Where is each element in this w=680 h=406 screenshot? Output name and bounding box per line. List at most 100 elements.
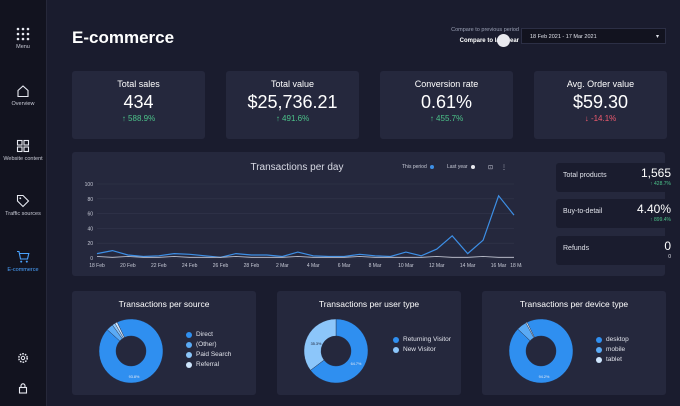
layout-icon [16, 139, 30, 153]
legend-swatch [596, 357, 602, 363]
legend-item[interactable]: New Visitor [393, 346, 453, 353]
compare-last-year-option[interactable]: Compare to last year [459, 38, 519, 44]
sidebar-item-overview[interactable]: Overview [0, 84, 46, 107]
compare-toggle[interactable] [497, 34, 510, 47]
y-tick-label: 0 [90, 256, 93, 262]
device-type-donut-chart: 94.2% [508, 318, 574, 384]
legend-swatch [393, 337, 399, 343]
legend-item[interactable]: Paid Search [186, 351, 231, 358]
donut-legend: Direct (Other) Paid Search Referral [186, 331, 231, 371]
legend-this-period[interactable]: This period [402, 164, 434, 170]
x-tick-label: 28 Feb [244, 263, 260, 269]
legend-label: (Other) [196, 341, 217, 348]
chart-type-icon[interactable]: ⊡ [488, 165, 494, 171]
metric-value: 0 [664, 239, 671, 253]
sidebar-item-label: Overview [11, 101, 35, 107]
legend-label: New Visitor [403, 346, 436, 353]
donut-legend: desktop mobile tablet [596, 336, 629, 366]
donut-slice [114, 321, 125, 339]
more-options-icon[interactable]: ⋮ [501, 165, 507, 171]
kpi-label: Total value [270, 79, 315, 89]
sidebar-item-label: Website content [3, 156, 43, 162]
legend-item[interactable]: tablet [596, 356, 629, 363]
x-tick-label: 20 Feb [120, 263, 136, 269]
compare-previous-option[interactable]: Compare to previous period [451, 27, 519, 33]
chart-title: Transactions per day [250, 162, 344, 173]
x-tick-label: 10 Mar [398, 263, 414, 269]
donut-card-device-type: Transactions per device type 94.2% deskt… [482, 291, 666, 395]
slice-label: 94.2% [539, 375, 550, 379]
sidebar: Menu Overview Website content Traffic so… [0, 0, 47, 406]
legend-last-year[interactable]: Last year [447, 164, 475, 170]
y-tick-label: 100 [85, 182, 94, 188]
date-range-select[interactable]: 18 Feb 2021 - 17 Mar 2021 ▾ [521, 28, 666, 44]
sidebar-item-label: Traffic sources [5, 211, 41, 217]
legend-swatch [186, 362, 192, 368]
kpi-label: Total sales [117, 79, 160, 89]
metric-label: Buy-to-detail [563, 208, 603, 215]
sidebar-item-traffic-sources[interactable]: Traffic sources [0, 194, 46, 217]
donut-slice [508, 318, 574, 384]
metric-change: ↑ 428.7% [650, 181, 671, 187]
slice-label: 64.7% [351, 362, 362, 366]
transactions-line-chart: 0 20 40 60 80 100 18 Feb 20 Feb 22 Feb 24 Feb 26 F… [85, 182, 522, 269]
settings-button[interactable] [0, 352, 46, 367]
sidebar-item-menu[interactable]: Menu [0, 27, 46, 50]
sidebar-item-label: Menu [16, 44, 30, 50]
kpi-card-total-sales: Total sales 434 ↑ 588.9% [72, 71, 205, 139]
metric-label: Refunds [563, 245, 590, 252]
legend-swatch [596, 337, 602, 343]
arrow-up-icon: ↑ [121, 114, 129, 123]
x-tick-label: 6 Mar [338, 263, 351, 269]
donut-card-source: Transactions per source 93.8% Direct (Ot… [72, 291, 256, 395]
legend-swatch [186, 332, 192, 338]
legend-swatch [186, 342, 192, 348]
compare-options: Compare to previous period Compare to la… [419, 27, 519, 44]
kpi-change: ↑ 588.9% [72, 114, 205, 123]
user-type-donut-chart: 35.3% 64.7% [303, 318, 369, 384]
legend-item[interactable]: (Other) [186, 341, 231, 348]
legend-label: This period [402, 164, 427, 170]
sidebar-item-website-content[interactable]: Website content [0, 139, 46, 162]
legend-label: desktop [606, 336, 629, 343]
legend-label: Direct [196, 331, 213, 338]
kpi-card-total-value: Total value $25,736.21 ↑ 491.6% [226, 71, 359, 139]
kpi-value: $59.30 [572, 92, 629, 112]
slice-label: 93.8% [129, 375, 140, 379]
arrow-up-icon: ↑ [650, 217, 655, 223]
arrow-up-icon: ↑ [275, 114, 283, 123]
sidebar-item-ecommerce[interactable]: E-commerce [0, 250, 46, 273]
arrow-up-icon: ↑ [429, 114, 437, 123]
y-tick-label: 80 [87, 197, 93, 203]
donut-title: Transactions per source [118, 299, 210, 309]
x-tick-label: 22 Feb [151, 263, 167, 269]
legend-swatch [596, 347, 602, 353]
metric-change: ↑ 899.4% [650, 217, 671, 223]
lock-button[interactable] [0, 382, 46, 397]
page-title: E-commerce [72, 28, 175, 47]
legend-item[interactable]: Direct [186, 331, 231, 338]
legend-item[interactable]: Referral [186, 361, 231, 368]
x-tick-label: 16 Mar [491, 263, 507, 269]
kpi-label: Avg. Order value [566, 79, 635, 89]
donut-title: Transactions per device type [519, 299, 629, 309]
settings-icon [18, 353, 28, 363]
arrow-up-icon: ↑ [650, 181, 655, 187]
legend-item[interactable]: mobile [596, 346, 629, 353]
x-tick-label: 8 Mar [369, 263, 382, 269]
x-tick-label: 26 Feb [213, 263, 229, 269]
metric-total-products: Total products 1,565 ↑ 428.7% [556, 163, 680, 192]
kpi-card-avg-order-value: Avg. Order value $59.30 ↓ -14.1% [534, 71, 667, 139]
kpi-change-value: -14.1% [590, 114, 617, 123]
kpi-card-conversion-rate: Conversion rate 0.61% ↑ 455.7% [380, 71, 513, 139]
legend-label: Last year [447, 164, 468, 170]
y-tick-label: 60 [87, 212, 93, 218]
metric-change-value: 899.4% [654, 217, 671, 223]
series-last-year-line [96, 256, 514, 258]
legend-item[interactable]: desktop [596, 336, 629, 343]
legend-label: Returning Visitor [403, 336, 451, 343]
legend-item[interactable]: Returning Visitor [393, 336, 453, 343]
metric-buy-to-detail: Buy-to-detail 4.40% ↑ 899.4% [556, 199, 680, 228]
x-tick-label: 4 Mar [307, 263, 320, 269]
x-tick-label: 18 Feb [89, 263, 105, 269]
